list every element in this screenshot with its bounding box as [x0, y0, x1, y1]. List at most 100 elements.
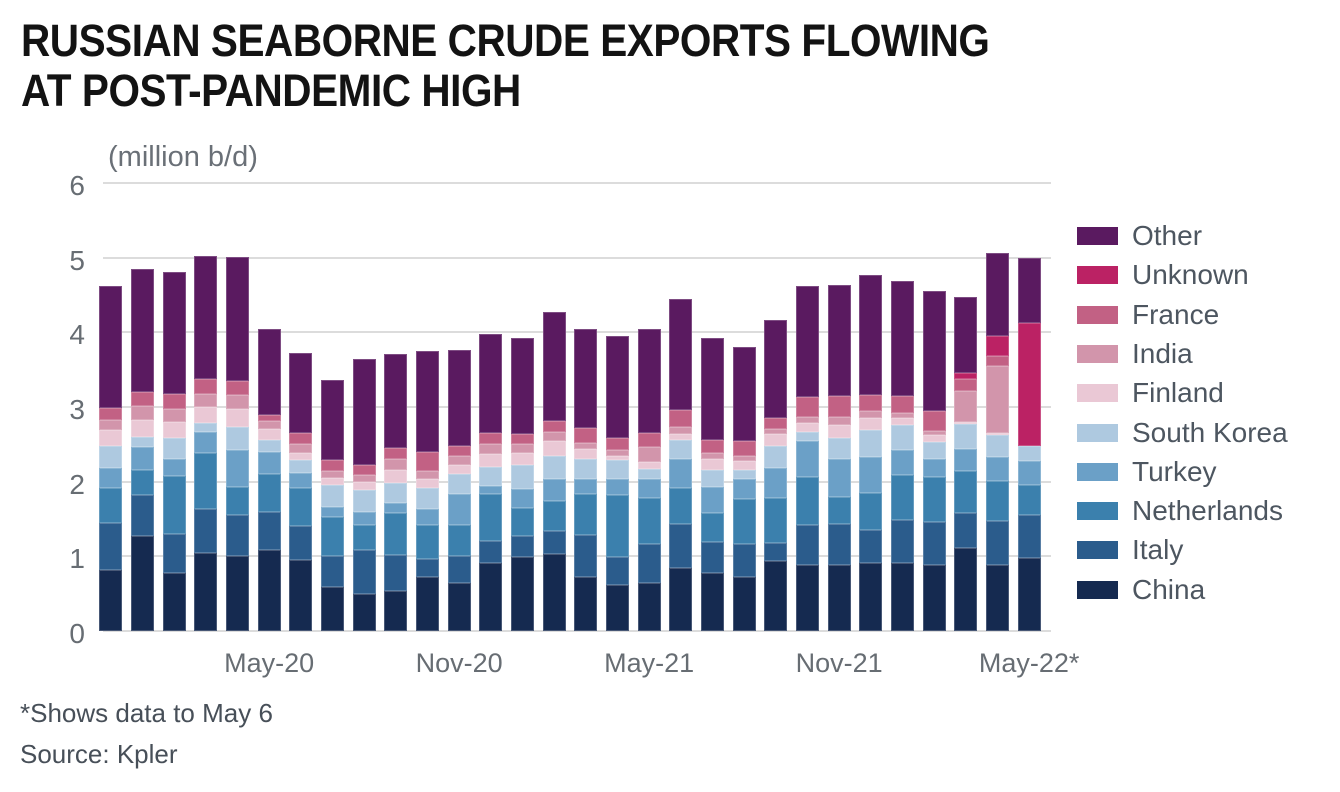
bar-Jul-21 — [701, 337, 724, 631]
bar-May-22* — [1017, 257, 1041, 631]
bar-segment-india — [99, 419, 123, 431]
bar-segment-other — [986, 253, 1009, 337]
title-line-2: AT POST-PANDEMIC HIGH — [21, 65, 521, 116]
bar-segment-south-korea — [447, 474, 471, 495]
bar-segment-china — [637, 583, 661, 631]
bar-segment-turkey — [352, 511, 376, 525]
bar-segment-india — [162, 408, 186, 422]
bar-segment-finland — [384, 469, 408, 484]
bar-segment-other — [827, 285, 851, 396]
bar-segment-india — [954, 390, 978, 422]
title-line-1: RUSSIAN SEABORNE CRUDE EXPORTS FLOWING — [21, 15, 990, 66]
bar-segment-other — [289, 353, 313, 434]
bar-segment-italy — [226, 515, 249, 556]
y-axis-label-2: 2 — [69, 468, 85, 500]
bar-segment-netherlands — [542, 501, 566, 531]
bar-segment-turkey — [131, 447, 154, 470]
bar-segment-finland — [542, 440, 566, 457]
bar-segment-finland — [479, 454, 503, 467]
bar-segment-south-korea — [606, 460, 629, 480]
bar-segment-other — [511, 337, 534, 434]
x-axis-label-May-20: May-20 — [224, 648, 315, 678]
bar-segment-south-korea — [194, 422, 218, 432]
bar-segment-finland — [701, 459, 724, 470]
bar-segment-turkey — [764, 468, 788, 499]
bar-segment-netherlands — [479, 494, 503, 541]
bar-segment-netherlands — [701, 513, 724, 543]
bar-segment-south-korea — [637, 469, 661, 480]
bar-segment-france — [131, 392, 154, 407]
bar-segment-italy — [637, 544, 661, 584]
bar-segment-india — [922, 430, 946, 435]
bar-segment-south-korea — [131, 436, 154, 448]
bar-segment-turkey — [922, 458, 946, 478]
bar-segment-turkey — [954, 448, 978, 472]
bar-segment-other — [637, 328, 661, 434]
bar-segment-netherlands — [954, 471, 978, 514]
bar-segment-finland — [289, 452, 313, 461]
bar-segment-china — [321, 586, 344, 631]
bar-segment-italy — [131, 495, 154, 537]
bar-segment-italy — [954, 513, 978, 549]
bar-Mar-20 — [194, 255, 218, 631]
bar-segment-india — [384, 459, 408, 470]
bar-segment-france — [162, 393, 186, 409]
legend-label: Italy — [1132, 534, 1184, 566]
bar-segment-india — [701, 452, 724, 460]
bar-segment-netherlands — [732, 498, 756, 545]
bar-segment-turkey — [479, 486, 503, 495]
bar-segment-south-korea — [701, 469, 724, 487]
bar-Oct-20 — [416, 351, 439, 631]
bar-segment-italy — [859, 530, 883, 564]
bar-segment-finland — [606, 456, 629, 461]
bar-segment-finland — [99, 430, 123, 446]
bar-Sep-20 — [384, 354, 408, 631]
x-axis-label-Nov-21: Nov-21 — [795, 648, 883, 678]
bar-segment-italy — [99, 522, 123, 570]
bar-segment-india — [606, 450, 629, 457]
bar-segment-netherlands — [321, 516, 344, 556]
legend-label: Netherlands — [1132, 495, 1283, 527]
bar-segment-china — [542, 554, 566, 631]
legend-item-unknown: Unknown — [1077, 260, 1249, 290]
bar-segment-turkey — [669, 458, 693, 489]
bar-May-21 — [637, 328, 661, 631]
bar-Apr-22 — [986, 253, 1009, 631]
bar-segment-turkey — [511, 489, 534, 508]
bar-segment-china — [289, 560, 313, 631]
bar-segment-italy — [606, 557, 629, 585]
bar-segment-turkey — [416, 509, 439, 525]
bar-segment-unknown — [1017, 323, 1041, 446]
legend-swatch — [1077, 305, 1118, 324]
bar-segment-france — [701, 439, 724, 453]
bar-segment-other — [162, 271, 186, 394]
bar-segment-italy — [986, 520, 1009, 566]
bar-segment-turkey — [637, 479, 661, 499]
bar-segment-other — [352, 359, 376, 466]
bar-segment-italy — [669, 523, 693, 568]
gridline-y-5 — [103, 256, 1051, 259]
legend-item-india: India — [1077, 338, 1193, 369]
bar-segment-india — [669, 427, 693, 434]
bar-segment-china — [511, 557, 534, 631]
bar-segment-netherlands — [637, 498, 661, 545]
legend-label: France — [1132, 298, 1220, 330]
bar-segment-netherlands — [574, 493, 598, 536]
bar-segment-india — [479, 444, 503, 455]
bar-segment-france — [606, 437, 629, 451]
bar-Mar-22 — [954, 296, 978, 631]
x-axis-label-May-22*: May-22* — [978, 648, 1080, 678]
bar-segment-turkey — [542, 478, 566, 502]
legend-swatch — [1077, 227, 1118, 245]
bar-Jan-21 — [511, 337, 534, 631]
bar-segment-italy — [574, 535, 598, 578]
bar-segment-italy — [764, 542, 788, 561]
bar-segment-finland — [827, 424, 851, 439]
legend-item-france: France — [1077, 298, 1220, 330]
bar-segment-italy — [922, 522, 946, 566]
bar-segment-italy — [1017, 514, 1041, 558]
bar-segment-south-korea — [416, 488, 439, 510]
bar-segment-south-korea — [226, 427, 249, 450]
bar-Aug-21 — [732, 347, 756, 631]
bar-segment-china — [954, 548, 978, 631]
